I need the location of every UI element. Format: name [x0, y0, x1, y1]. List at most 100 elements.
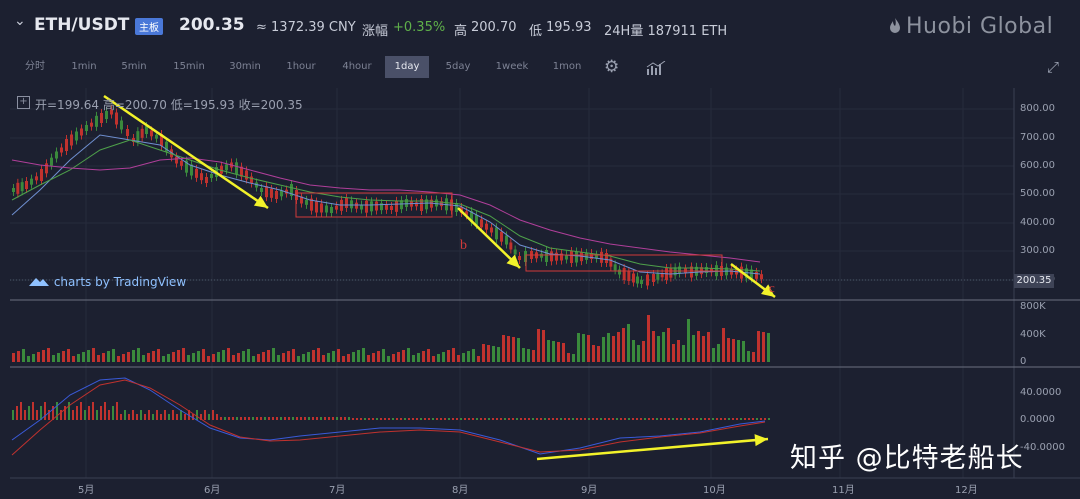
candle — [250, 176, 253, 184]
volume-bar — [652, 331, 655, 362]
macd-bar — [124, 410, 126, 420]
timeframe-1week[interactable]: 1week — [495, 61, 529, 72]
candle — [555, 252, 558, 261]
timeframe-分时[interactable]: 分时 — [25, 61, 45, 72]
candle — [60, 147, 63, 153]
volume-bar — [737, 340, 740, 362]
volume-bar — [222, 350, 225, 362]
pair-name[interactable]: ETH/USDT — [34, 15, 130, 35]
timeframe-1day[interactable]: 1day — [385, 56, 429, 78]
volume-bar — [487, 345, 490, 362]
macd-bar — [224, 417, 226, 420]
macd-bar — [480, 418, 482, 420]
candle — [560, 253, 563, 261]
chevron-down-icon[interactable]: ⌄ — [14, 13, 26, 29]
volume-bar — [297, 356, 300, 362]
macd-bar — [152, 414, 154, 420]
timeframe-30min[interactable]: 30min — [229, 61, 261, 72]
macd-bar — [116, 402, 118, 420]
macd-bar — [172, 410, 174, 420]
macd-bar — [424, 418, 426, 420]
volume-bar — [437, 354, 440, 362]
macd-bar — [56, 402, 58, 420]
candle — [275, 191, 278, 199]
volume-bar — [507, 336, 510, 362]
timeframe-1hour[interactable]: 1hour — [286, 61, 316, 72]
macd-bar — [236, 417, 238, 420]
macd-bar — [496, 418, 498, 420]
cny-price: ≈ 1372.39 CNY — [256, 20, 356, 35]
macd-bar — [468, 418, 470, 420]
month-label: 8月 — [452, 485, 469, 496]
volume-bar — [142, 355, 145, 362]
volume-bar — [727, 338, 730, 362]
timeframe-4hour[interactable]: 4hour — [342, 61, 372, 72]
candle — [745, 268, 748, 279]
macd-bar — [408, 418, 410, 420]
indicators-icon[interactable] — [646, 60, 666, 75]
volume-bar — [617, 332, 620, 362]
macd-bar — [196, 410, 198, 420]
candle — [35, 176, 38, 181]
volume-bar — [282, 353, 285, 362]
timeframe-1mon[interactable]: 1mon — [552, 61, 582, 72]
timeframe-5day[interactable]: 5day — [445, 61, 471, 72]
timeframe-1min[interactable]: 1min — [71, 61, 97, 72]
volume-bar — [707, 332, 710, 362]
macd-bar — [632, 418, 634, 420]
macd-bar — [36, 410, 38, 420]
timeframe-15min[interactable]: 15min — [173, 61, 205, 72]
fullscreen-icon[interactable]: ⤢ — [1047, 58, 1060, 76]
macd-bar — [336, 417, 338, 420]
candle — [613, 264, 617, 271]
volume-bar — [557, 342, 560, 362]
volume-bar — [207, 356, 210, 362]
ohlc-readout: 开=199.64 高=200.70 低=195.93 收=200.35 — [35, 98, 303, 112]
volume-bar — [587, 335, 590, 362]
macd-bar — [752, 418, 754, 420]
candle — [75, 131, 78, 141]
macd-bar — [748, 418, 750, 420]
macd-bar — [328, 417, 330, 420]
volume-bar — [112, 349, 115, 362]
high-label: 高 — [454, 24, 468, 39]
volume-bar — [217, 352, 220, 362]
macd-bar — [528, 418, 530, 420]
tradingview-credit[interactable]: charts by TradingView — [28, 275, 186, 289]
timeframe-5min[interactable]: 5min — [121, 61, 147, 72]
volume-bar — [77, 354, 80, 362]
macd-bar — [692, 418, 694, 420]
macd-bar — [252, 417, 254, 420]
volume-bar — [67, 349, 70, 362]
volume-bar — [122, 354, 125, 362]
macd-bar — [504, 418, 506, 420]
expand-icon[interactable]: + — [17, 96, 30, 109]
macd-bar — [300, 417, 302, 420]
volume-bar — [497, 347, 500, 362]
volume-bar — [27, 356, 30, 362]
price-axis-label: 700.00 — [1020, 132, 1055, 143]
macd-bar — [232, 417, 234, 420]
consolidation-box — [525, 254, 723, 272]
macd-bar — [400, 418, 402, 420]
macd-bar — [84, 410, 86, 420]
brand-name: Huobi Global — [906, 14, 1054, 39]
candle — [265, 186, 268, 198]
month-label: 7月 — [329, 485, 346, 496]
volume-bar — [542, 330, 545, 362]
candle — [185, 160, 188, 173]
price-axis-label: 800.00 — [1020, 103, 1055, 114]
macd-bar — [596, 418, 598, 420]
volume-bar — [592, 345, 595, 362]
macd-bar — [716, 418, 718, 420]
macd-bar — [76, 406, 78, 420]
price-axis-label: 400.00 — [1020, 217, 1055, 228]
candle — [165, 141, 168, 152]
annotation-b: b — [460, 238, 467, 253]
volume-bar — [82, 352, 85, 362]
settings-icon[interactable]: ⚙ — [604, 57, 620, 77]
macd-bar — [452, 418, 454, 420]
volume-24h: 24H量 187911 ETH — [604, 24, 728, 39]
volume-bar — [457, 355, 460, 362]
